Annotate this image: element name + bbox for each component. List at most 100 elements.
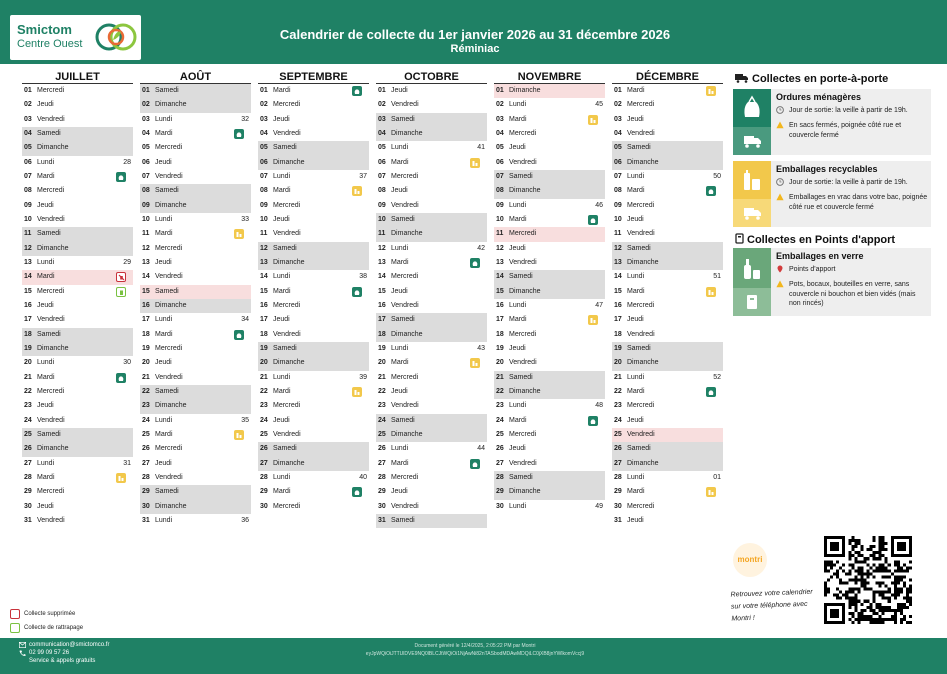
day-number: 29	[260, 488, 268, 496]
day-name: Lundi	[627, 172, 645, 180]
day-number: 04	[378, 129, 386, 137]
day-row: 23 Dimanche	[140, 399, 251, 414]
day-name: Dimanche	[273, 359, 305, 367]
day-name: Vendredi	[391, 402, 419, 410]
day-row: 16 Mercredi	[258, 299, 369, 313]
day-number: 09	[260, 201, 268, 209]
day-number: 31	[24, 516, 32, 524]
day-row: 24 Lundi 35	[140, 414, 251, 428]
day-row: 08 Jeudi	[376, 184, 487, 198]
day-name: Lundi	[37, 258, 55, 266]
day-name: Mardi	[391, 258, 409, 266]
day-name: Mercredi	[37, 87, 65, 94]
day-name: Lundi	[155, 316, 173, 324]
day-name: Vendredi	[509, 459, 537, 467]
qr-code[interactable]	[824, 536, 912, 624]
day-name: Vendredi	[155, 473, 183, 481]
day-row: 20 Jeudi	[140, 356, 251, 370]
emballages-recyclables-icon	[588, 114, 598, 125]
day-row: 13 Vendredi	[494, 256, 605, 270]
day-name: Mardi	[391, 459, 409, 467]
day-name: Dimanche	[627, 158, 659, 166]
day-row: 17 Lundi 34	[140, 313, 251, 327]
week-number: 29	[123, 258, 131, 266]
day-row: 02 Dimanche	[140, 98, 251, 113]
month-column: JUILLET 01 Mercredi 02 Jeudi 03 Vendredi 04 Same…	[22, 70, 133, 528]
day-name: Samedi	[273, 244, 297, 252]
day-row: 27 Dimanche	[258, 456, 369, 471]
day-row: 24 Jeudi	[612, 414, 723, 428]
ordures-menageres-icon	[352, 487, 362, 498]
day-name: Mardi	[273, 187, 291, 195]
day-number: 25	[142, 430, 150, 438]
day-number: 30	[260, 502, 268, 510]
legend-om-title: Ordures ménagères	[776, 92, 862, 102]
truck-icon	[733, 199, 771, 227]
day-name: Mardi	[509, 115, 527, 123]
day-name: Lundi	[155, 516, 173, 524]
day-row: 23 Mercredi	[258, 399, 369, 413]
day-row: 20 Mardi	[376, 356, 487, 370]
day-number: 14	[142, 273, 150, 281]
header-banner: Smictom Centre Ouest Calendrier de colle…	[0, 0, 947, 64]
day-row: 27 Jeudi	[140, 457, 251, 471]
day-row: 09 Jeudi	[22, 199, 133, 213]
legend-verre-line1: Points d'apport	[789, 266, 836, 273]
contact-email[interactable]: communication@smictomco.fr	[29, 642, 110, 648]
day-row: 17 Samedi	[376, 313, 487, 328]
day-number: 23	[24, 402, 32, 410]
day-name: Dimanche	[273, 258, 305, 266]
day-row: 04 Mardi	[140, 127, 251, 141]
day-name: Samedi	[509, 273, 533, 281]
day-number: 11	[260, 230, 268, 238]
day-number: 27	[496, 459, 504, 467]
day-number: 06	[378, 158, 386, 166]
day-number: 11	[496, 230, 504, 238]
day-name: Mardi	[273, 287, 291, 295]
day-number: 09	[142, 201, 150, 209]
day-name: Dimanche	[37, 445, 69, 453]
day-number: 13	[496, 258, 504, 266]
day-row: 12 Mercredi	[140, 242, 251, 256]
day-number: 08	[142, 187, 150, 195]
day-name: Dimanche	[155, 301, 187, 309]
day-number: 26	[24, 445, 32, 453]
day-name: Vendredi	[37, 316, 65, 324]
day-name: Jeudi	[37, 101, 54, 109]
day-number: 29	[24, 488, 32, 496]
day-name: Lundi	[509, 402, 527, 410]
day-row: 15 Samedi	[140, 284, 251, 299]
ordures-menageres-icon	[116, 372, 126, 383]
day-name: Vendredi	[391, 502, 419, 510]
day-name: Samedi	[37, 430, 61, 438]
day-row: 20 Dimanche	[258, 356, 369, 371]
emballages-recyclables-icon	[352, 386, 362, 397]
day-name: Samedi	[509, 373, 533, 381]
day-number: 17	[260, 316, 268, 324]
day-row: 18 Mardi	[140, 328, 251, 342]
day-row: 17 Mardi	[494, 313, 605, 327]
ordures-menageres-icon	[234, 329, 244, 340]
day-number: 01	[614, 87, 622, 94]
day-row: 08 Mardi	[258, 184, 369, 198]
day-name: Lundi	[391, 244, 409, 252]
day-row: 02 Lundi 45	[494, 98, 605, 112]
month-column: AOÛT 01 Samedi 02 Dimanche 03 Lundi 32 04 Mardi 05…	[140, 70, 251, 528]
clock-icon	[776, 178, 784, 186]
day-name: Lundi	[37, 359, 55, 367]
day-name: Vendredi	[273, 129, 301, 137]
day-number: 17	[378, 316, 386, 324]
day-row: 29 Mardi	[612, 485, 723, 499]
day-number: 09	[24, 201, 32, 209]
day-number: 13	[142, 258, 150, 266]
day-name: Jeudi	[155, 158, 172, 166]
day-number: 10	[496, 215, 504, 223]
day-number: 28	[260, 473, 268, 481]
day-row: 02 Mercredi	[612, 98, 723, 112]
day-row: 08 Dimanche	[494, 184, 605, 199]
legend-apport-label: Collectes en Points d'apport	[747, 234, 896, 246]
day-row: 17 Vendredi	[22, 313, 133, 327]
day-name: Lundi	[627, 273, 645, 281]
contact-phone[interactable]: 02 99 09 57 26	[29, 650, 70, 656]
day-number: 10	[378, 215, 386, 223]
